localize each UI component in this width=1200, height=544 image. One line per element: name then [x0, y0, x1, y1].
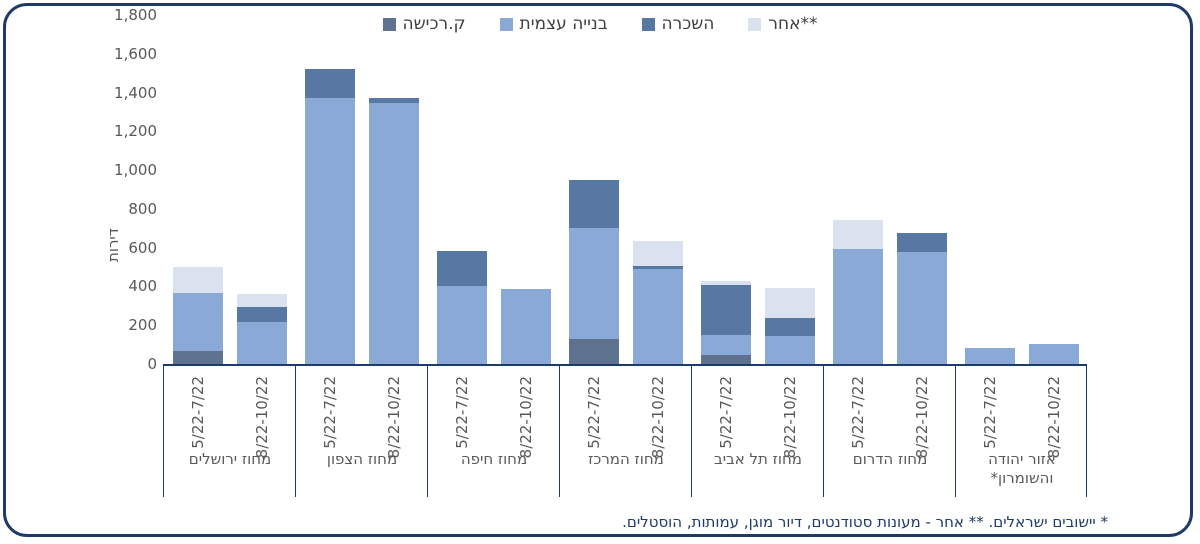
legend-swatch-icon — [382, 17, 396, 31]
category-cell: מחוז תל אביב — [691, 366, 823, 497]
legend-item-1: בנייה עצמית — [499, 14, 608, 34]
plot-area — [163, 15, 1087, 366]
bar-segment-בנייה עצמית — [501, 289, 551, 364]
category-cell: מחוז חיפה — [427, 366, 559, 497]
category-cell: אזור יהודה והשומרון* — [955, 366, 1087, 497]
footnote: * יישובים ישראלים. ** אחר - מעונות סטודנ… — [622, 513, 1108, 531]
district-label: מחוז ירושלים — [188, 450, 272, 468]
bar-segment-השכרה — [437, 250, 487, 287]
y-tick-label: 0 — [147, 355, 157, 373]
y-tick-label: 600 — [128, 238, 157, 257]
bar-segment-ק.רכישה — [569, 338, 619, 364]
period-tick-label: 8/22-10/22 — [253, 376, 271, 459]
legend-label: אחר** — [768, 14, 818, 34]
period-tick-label: 8/22-10/22 — [517, 376, 535, 459]
district-label: מחוז תל אביב — [714, 450, 802, 468]
district-label: מחוז המרכז — [588, 450, 664, 468]
bar-segment-בנייה עצמית — [237, 322, 287, 364]
legend-label: השכרה — [661, 14, 715, 34]
district-label: מחוז הדרום — [852, 450, 928, 468]
bar-segment-ק.רכישה — [173, 351, 223, 364]
legend-label: בנייה עצמית — [519, 14, 608, 34]
legend-swatch-icon — [499, 17, 513, 31]
bar-segment-השכרה — [897, 233, 947, 252]
bar-segment-אחר** — [173, 267, 223, 294]
bar-segment-בנייה עצמית — [633, 269, 683, 364]
bar-segment-אחר** — [765, 288, 815, 319]
category-cell: מחוז הצפון — [295, 366, 427, 497]
y-tick-label: 1,400 — [114, 83, 157, 102]
legend-swatch-icon — [748, 17, 762, 31]
bar-segment-בנייה עצמית — [897, 251, 947, 364]
bar-segment-אחר** — [701, 280, 751, 285]
legend-item-3: אחר** — [748, 14, 817, 34]
y-tick-label: 1,600 — [114, 44, 157, 63]
period-tick-label: 5/22-7/22 — [321, 376, 339, 449]
period-tick-label: 8/22-10/22 — [385, 376, 403, 459]
category-cell: מחוז המרכז — [559, 366, 691, 497]
period-tick-label: 5/22-7/22 — [585, 376, 603, 449]
bar-segment-בנייה עצמית — [833, 248, 883, 364]
y-tick-label: 1,200 — [114, 122, 157, 141]
bar-segment-השכרה — [765, 318, 815, 336]
bar-segment-בנייה עצמית — [965, 347, 1015, 364]
bar-segment-בנייה עצמית — [701, 334, 751, 356]
bar-segment-אחר** — [633, 240, 683, 267]
period-tick-label: 5/22-7/22 — [849, 376, 867, 449]
category-cell: מחוז הדרום — [823, 366, 955, 497]
y-tick-label: 1,800 — [114, 6, 157, 24]
bar-segment-אחר** — [833, 219, 883, 249]
period-tick-label: 8/22-10/22 — [913, 376, 931, 459]
y-tick-label: 1,000 — [114, 161, 157, 180]
bar-segment-ק.רכישה — [701, 355, 751, 364]
category-cell: מחוז ירושלים — [163, 366, 295, 497]
bar-segment-השכרה — [633, 266, 683, 269]
district-label: אזור יהודה והשומרון* — [988, 450, 1056, 487]
period-tick-label: 5/22-7/22 — [717, 376, 735, 449]
period-tick-label: 5/22-7/22 — [189, 376, 207, 449]
bar-segment-השכרה — [305, 69, 355, 99]
period-tick-label: 8/22-10/22 — [649, 376, 667, 459]
bar-segment-בנייה עצמית — [569, 228, 619, 339]
period-tick-label: 5/22-7/22 — [981, 376, 999, 449]
legend-label: ק.רכישה — [402, 14, 466, 34]
bar-segment-השכרה — [701, 284, 751, 335]
bar-segment-בנייה עצמית — [305, 98, 355, 364]
bar-segment-בנייה עצמית — [437, 286, 487, 364]
legend-item-2: השכרה — [641, 14, 715, 34]
bar-segment-השכרה — [569, 179, 619, 229]
bar-segment-השכרה — [237, 306, 287, 323]
bar-segment-בנייה עצמית — [369, 103, 419, 364]
legend-swatch-icon — [641, 17, 655, 31]
bar-segment-השכרה — [369, 98, 419, 104]
bar-segment-אחר** — [237, 294, 287, 307]
chart-legend: ק.רכישה בנייה עצמית השכרה אחר** — [0, 14, 1200, 34]
bar-segment-בנייה עצמית — [1029, 343, 1079, 364]
period-tick-label: 8/22-10/22 — [781, 376, 799, 459]
period-tick-label: 8/22-10/22 — [1045, 376, 1063, 459]
district-label: מחוז הצפון — [326, 450, 398, 468]
legend-item-0: ק.רכישה — [382, 14, 466, 34]
district-label: מחוז חיפה — [460, 450, 528, 468]
y-tick-label: 800 — [128, 199, 157, 218]
bar-segment-בנייה עצמית — [765, 335, 815, 364]
y-tick-label: 400 — [128, 277, 157, 296]
bar-segment-בנייה עצמית — [173, 293, 223, 352]
y-tick-label: 200 — [128, 316, 157, 335]
period-tick-label: 5/22-7/22 — [453, 376, 471, 449]
